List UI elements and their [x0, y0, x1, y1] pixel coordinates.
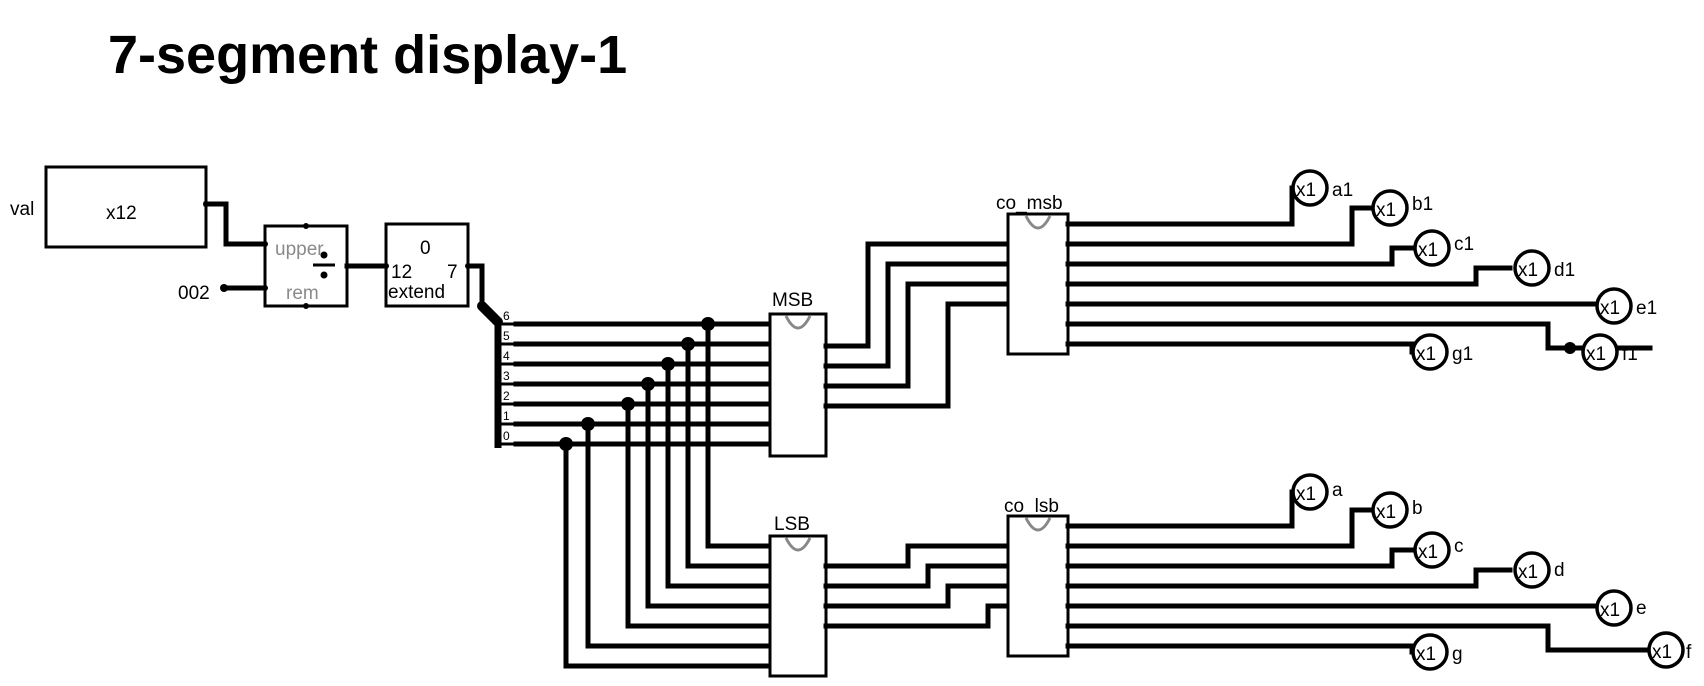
junction-dots	[559, 317, 715, 451]
junction-f1	[1564, 342, 1576, 354]
output-probe-a-width: x1	[1296, 484, 1316, 505]
extender-input-port	[383, 263, 389, 269]
splitter-bit-4: 4	[503, 349, 510, 363]
val-pin-width: x12	[106, 203, 137, 224]
output-probe-b1-label: b1	[1412, 194, 1433, 215]
output-probe-d[interactable]: x1 d	[1513, 551, 1565, 589]
output-probe-e1-label: e1	[1636, 298, 1657, 319]
output-probe-g-width: x1	[1416, 644, 1436, 665]
co-msb-label: co_msb	[996, 193, 1063, 214]
co-lsb-label: co_lsb	[1004, 496, 1059, 517]
output-probe-c1-label: c1	[1454, 234, 1474, 255]
co-msb-notch	[1024, 215, 1052, 230]
output-probe-a1-label: a1	[1332, 180, 1353, 201]
splitter-bit-2: 2	[503, 389, 510, 403]
output-probe-b1[interactable]: x1 b1	[1371, 189, 1433, 227]
lsb-subcircuit[interactable]	[768, 534, 828, 678]
lsb-label: LSB	[774, 514, 810, 535]
output-probe-d1[interactable]: x1 d1	[1513, 249, 1575, 287]
divider-port-top	[303, 223, 309, 229]
output-probe-f1[interactable]: x1 f1	[1581, 333, 1638, 371]
output-probe-g1[interactable]: x1 g1	[1411, 333, 1473, 371]
extender-label: extend	[388, 282, 445, 303]
divider-port-bottom	[303, 303, 309, 309]
output-probe-e1-width: x1	[1600, 298, 1620, 319]
output-probe-c-width: x1	[1418, 542, 1438, 563]
output-probe-d-width: x1	[1518, 562, 1538, 583]
divider-port-upper	[262, 241, 268, 247]
output-probe-c-label: c	[1454, 536, 1464, 557]
splitter-fan-lines	[498, 322, 516, 446]
val-input-pin[interactable]	[44, 165, 208, 249]
output-probe-e-label: e	[1636, 598, 1647, 619]
output-probe-g-label: g	[1452, 644, 1463, 665]
output-probe-f[interactable]: x1 f	[1647, 631, 1692, 669]
wire-extender-splitter	[468, 263, 485, 306]
constant-label: 002	[178, 283, 210, 304]
output-probe-b-width: x1	[1376, 502, 1396, 523]
divider-symbol-dot-top	[320, 251, 328, 259]
wires-msb-co-msb	[823, 241, 1011, 409]
output-probe-c1-width: x1	[1418, 240, 1438, 261]
wires-splitter-lsb	[563, 321, 773, 669]
msb-notch	[784, 315, 812, 330]
extender-top-value: 0	[420, 238, 431, 259]
divider-upper-label: upper	[275, 239, 324, 260]
output-probe-f-width: x1	[1652, 642, 1672, 663]
splitter-bit-3: 3	[503, 369, 510, 383]
output-probe-c[interactable]: x1 c	[1413, 531, 1464, 569]
output-probe-c1[interactable]: x1 c1	[1413, 229, 1474, 267]
msb-label: MSB	[772, 290, 813, 311]
output-probe-e-width: x1	[1600, 600, 1620, 621]
output-probe-b[interactable]: x1 b	[1371, 491, 1423, 529]
output-probe-d1-label: d1	[1554, 260, 1575, 281]
output-probe-b1-width: x1	[1376, 200, 1396, 221]
splitter-bit-5: 5	[503, 329, 510, 343]
output-probe-g1-label: g1	[1452, 344, 1473, 365]
extender-output-bits: 7	[447, 262, 458, 283]
page-title: 7-segment display-1	[108, 25, 628, 85]
divider-symbol-dot-bottom	[320, 271, 328, 279]
co-lsb-notch	[1024, 517, 1052, 532]
output-probe-a-label: a	[1332, 480, 1343, 501]
co-msb-subcircuit[interactable]	[1006, 212, 1070, 356]
lsb-notch	[784, 537, 812, 552]
output-probe-b-label: b	[1412, 498, 1423, 519]
co-lsb-subcircuit[interactable]	[1006, 514, 1070, 658]
output-probe-e1[interactable]: x1 e1	[1595, 287, 1657, 325]
output-probe-e[interactable]: x1 e	[1595, 589, 1647, 627]
output-probe-a[interactable]: x1 a	[1291, 473, 1343, 511]
extender-input-bits: 12	[391, 262, 412, 283]
msb-subcircuit[interactable]	[768, 312, 828, 458]
val-pin-label: val	[10, 199, 34, 220]
output-probe-d-label: d	[1554, 560, 1565, 581]
output-probe-g[interactable]: x1 g	[1411, 633, 1463, 671]
divider-port-rem	[262, 285, 268, 291]
splitter-bit-1: 1	[503, 409, 510, 423]
output-probe-g1-width: x1	[1416, 344, 1436, 365]
wire-val	[203, 201, 268, 247]
wires-lsb-co-lsb	[823, 543, 1011, 629]
output-probe-a1[interactable]: x1 a1	[1291, 169, 1353, 207]
output-probe-f1-width: x1	[1586, 344, 1606, 365]
divider-rem-label: rem	[286, 283, 319, 304]
output-probe-f-label: f	[1686, 642, 1692, 663]
output-probe-d1-width: x1	[1518, 260, 1538, 281]
output-probe-f1-label: f1	[1622, 344, 1638, 365]
output-probe-a1-width: x1	[1296, 180, 1316, 201]
splitter-bit-6: 6	[503, 309, 510, 323]
splitter-bit-0: 0	[503, 429, 510, 443]
